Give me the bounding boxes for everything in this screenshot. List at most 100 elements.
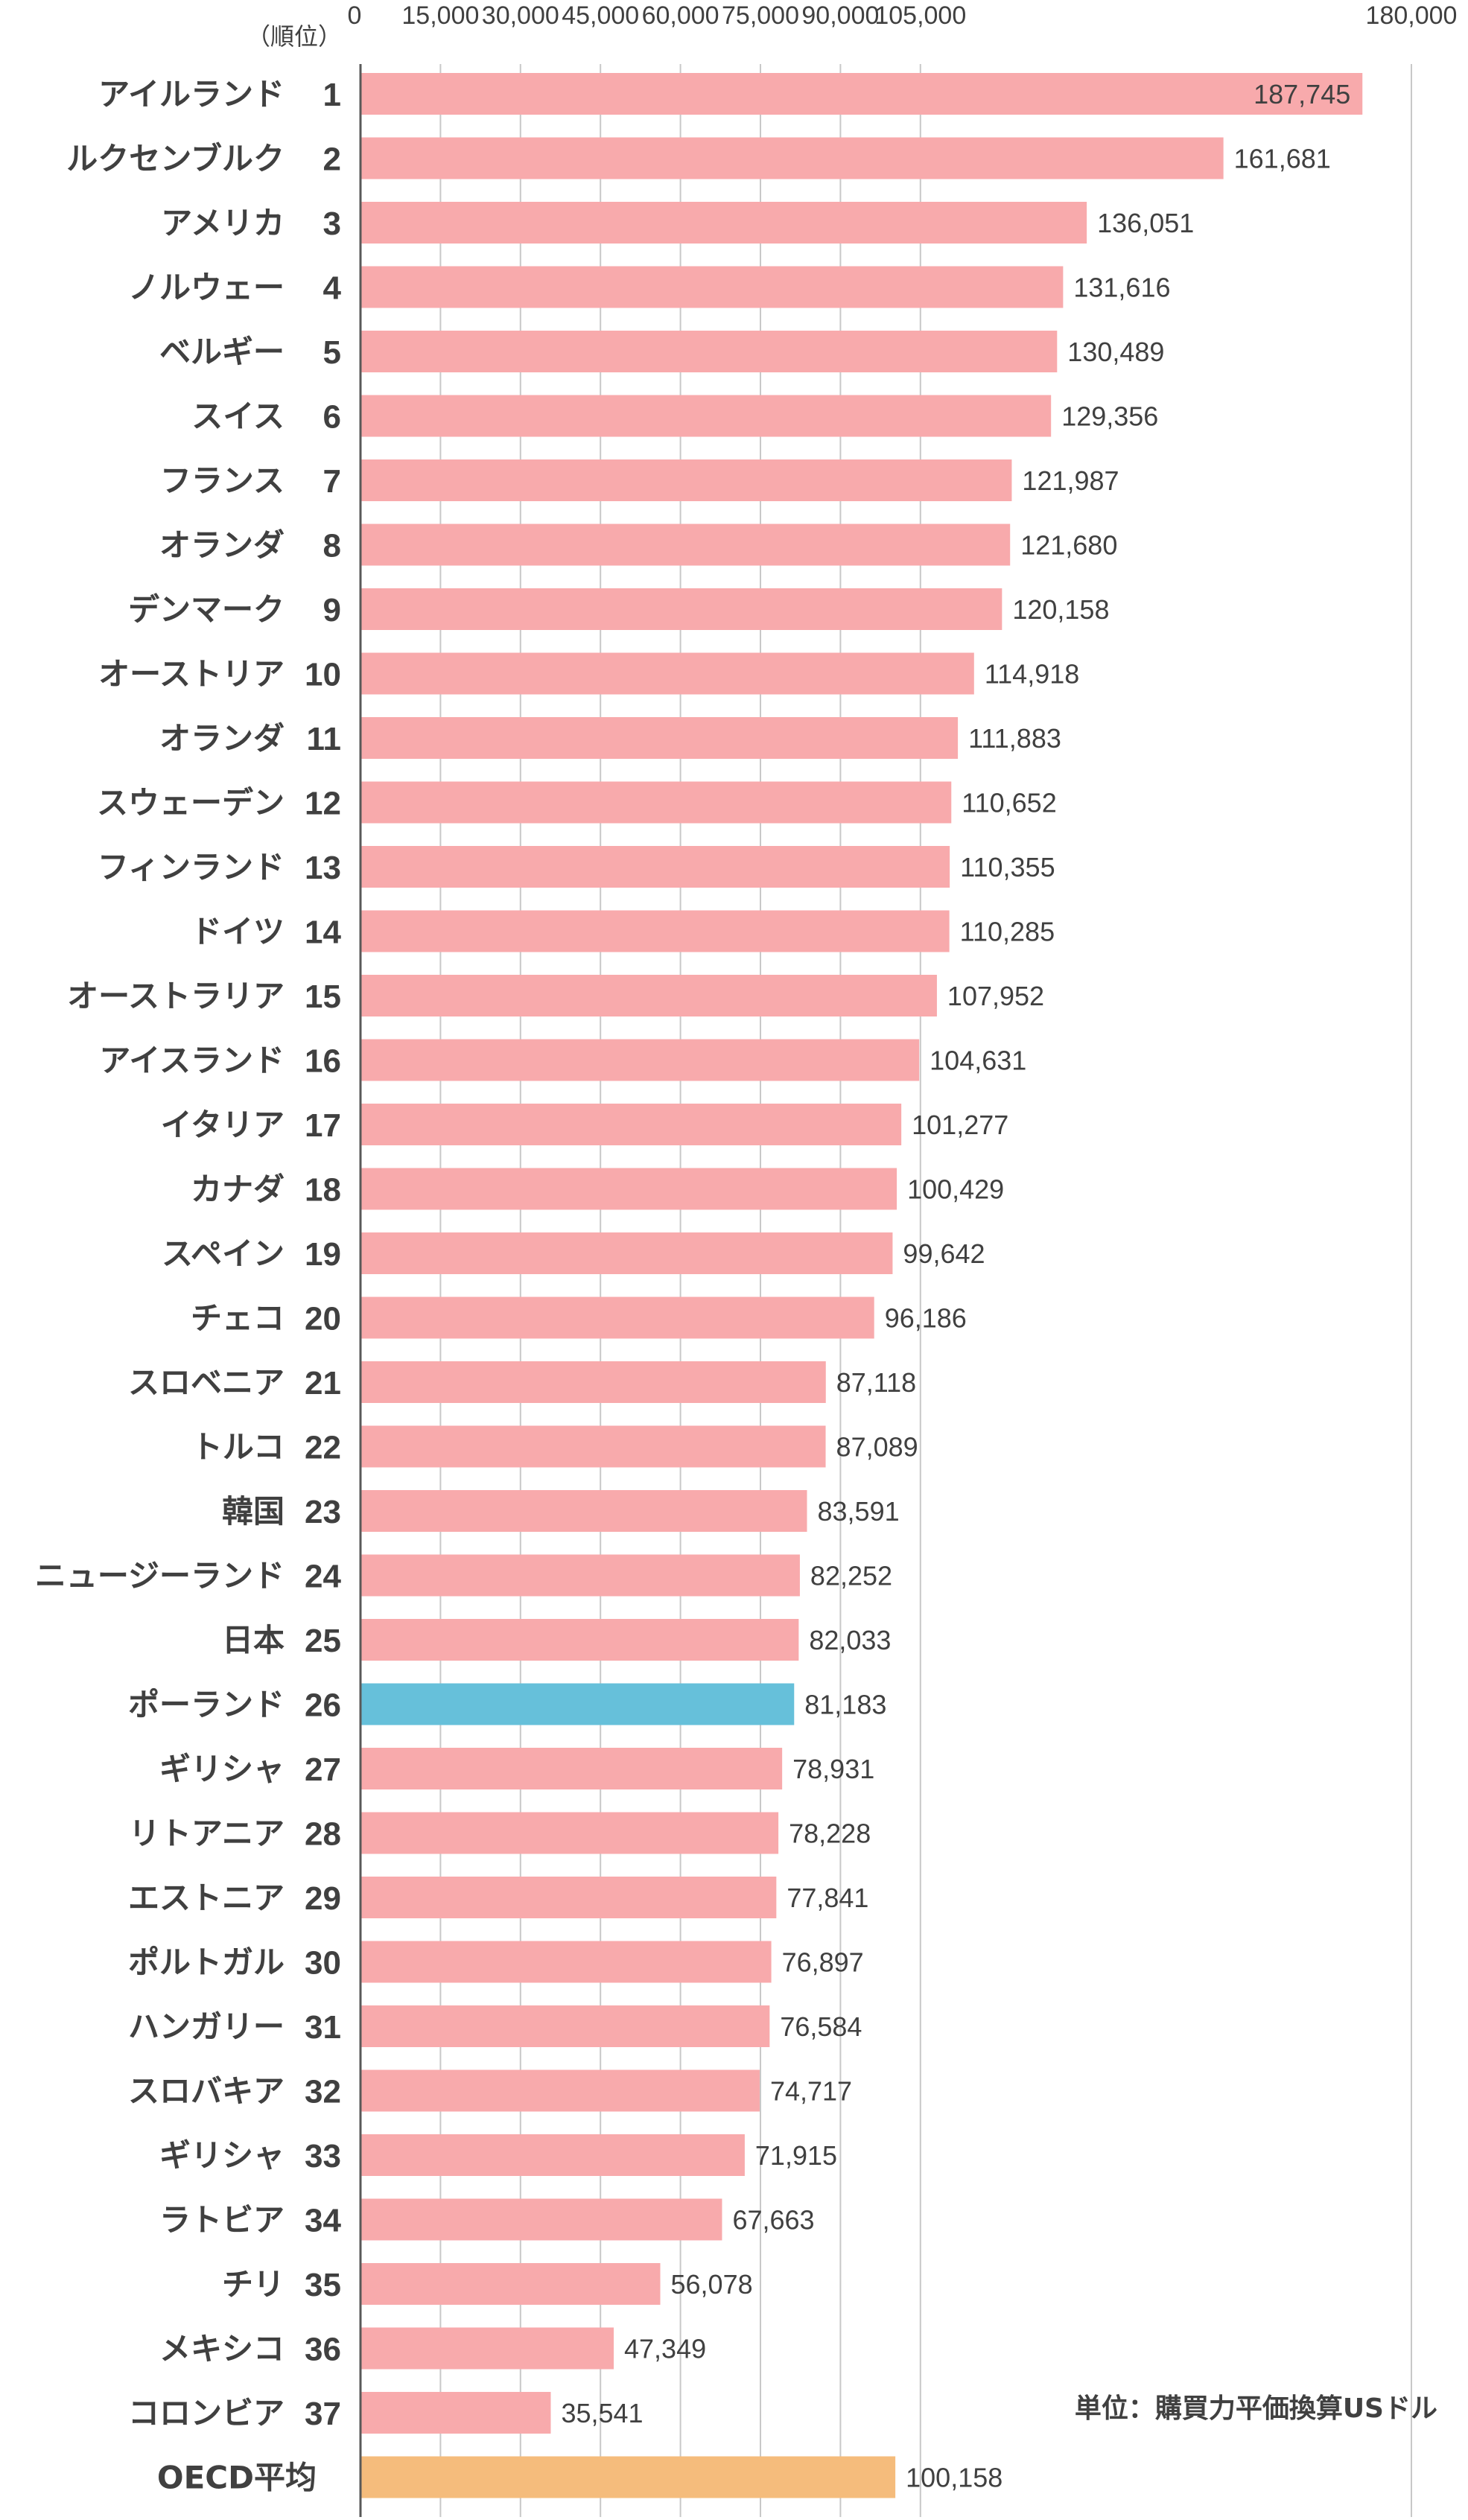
value-label: 111,883	[968, 723, 1061, 754]
value-label: 56,078	[671, 2269, 753, 2300]
category-label: スウェーデン	[97, 785, 285, 821]
value-label: 78,931	[792, 1754, 874, 1784]
bar	[361, 1748, 783, 1789]
category-label: スイス	[191, 398, 285, 435]
category-label: ポーランド	[128, 1687, 285, 1723]
bar	[361, 331, 1058, 372]
bar	[361, 2134, 745, 2176]
rank-label: 31	[305, 2009, 341, 2046]
bar	[361, 524, 1011, 566]
value-label: 100,429	[907, 1174, 1004, 1205]
x-tick-label: 75,000	[722, 1, 799, 30]
value-label: 83,591	[818, 1496, 900, 1527]
category-label: フィンランド	[98, 849, 285, 885]
bar	[361, 395, 1052, 437]
bar	[361, 1168, 897, 1210]
value-label: 99,642	[903, 1238, 985, 1269]
rank-label: 35	[305, 2267, 341, 2303]
bar	[361, 202, 1087, 244]
rank-label: 22	[305, 1430, 341, 1466]
value-label: 87,118	[836, 1367, 916, 1398]
x-tick-label: 60,000	[642, 1, 719, 30]
rank-label: 2	[323, 141, 341, 178]
rank-header: （順位）	[247, 22, 342, 51]
rank-label: 7	[323, 463, 341, 500]
category-label: 韓国	[222, 1493, 285, 1530]
bar	[361, 137, 1224, 179]
category-label: アイスランド	[99, 1043, 285, 1079]
rank-label: 19	[305, 1236, 341, 1273]
rank-label: 11	[306, 721, 341, 757]
unit-note: 単位：購買力平価換算USドル	[1075, 2393, 1437, 2424]
value-label: 110,285	[960, 917, 1055, 947]
category-label: ベルギー	[159, 334, 285, 370]
bar	[361, 1039, 920, 1081]
category-label: ハンガリー	[128, 2008, 285, 2045]
category-label: チェコ	[191, 1300, 285, 1337]
value-labels: 187,745 161,681 136,051 131,616 130,489 129,3…	[561, 79, 1350, 2493]
bar	[361, 2198, 722, 2241]
rank-label: 4	[323, 270, 342, 307]
rank-label: 26	[305, 1687, 341, 1724]
rank-label: 13	[305, 850, 341, 886]
value-label: 131,616	[1073, 273, 1170, 303]
category-label: ニュージーランド	[35, 1558, 285, 1594]
category-label: アイルランド	[98, 76, 285, 112]
category-label: リトアニア	[129, 1816, 285, 1852]
category-label: エストニア	[128, 1880, 285, 1916]
x-tick-label: 90,000	[801, 1, 879, 30]
value-label: 78,228	[789, 1819, 871, 1849]
bar	[361, 2327, 614, 2370]
x-tick-label: 0	[348, 1, 362, 30]
bar	[361, 1941, 772, 1983]
rank-label: 9	[323, 592, 341, 629]
bar	[361, 1619, 799, 1661]
value-label: 96,186	[885, 1303, 967, 1334]
category-label: アメリカ	[161, 205, 285, 241]
category-label: スロベニア	[128, 1364, 285, 1401]
bar	[361, 1683, 795, 1725]
rank-label: 36	[305, 2332, 341, 2368]
value-label: 120,158	[1012, 594, 1109, 625]
value-label: 67,663	[732, 2205, 814, 2236]
bar	[361, 1232, 893, 1274]
category-label: フランス	[160, 462, 285, 499]
bar	[361, 1104, 902, 1145]
rank-label: 21	[305, 1365, 341, 1401]
rank-label: 8	[323, 528, 341, 564]
bar	[361, 910, 950, 952]
category-label: オーストラリア	[67, 978, 285, 1014]
rank-label: 16	[305, 1043, 341, 1080]
value-label: 114,918	[985, 659, 1079, 690]
x-tick-label: 180,000	[1366, 1, 1458, 30]
bars	[361, 73, 1363, 2498]
value-label: 35,541	[561, 2398, 643, 2428]
rank-label: 1	[323, 77, 341, 113]
category-label: ドイツ	[191, 914, 285, 950]
category-label: オーストリア	[98, 656, 285, 693]
category-label: ギリシャ	[159, 2137, 285, 2174]
value-label: 77,841	[787, 1883, 868, 1913]
bar	[361, 266, 1064, 308]
value-label: 100,158	[906, 2463, 1003, 2493]
category-label: ポルトガル	[128, 1944, 285, 1981]
rank-label: 25	[305, 1623, 341, 1659]
rank-label: 32	[305, 2074, 341, 2110]
bar	[361, 73, 1363, 115]
category-label: イタリア	[161, 1107, 285, 1143]
value-label: 107,952	[947, 981, 1044, 1011]
category-label: カナダ	[191, 1171, 285, 1208]
category-labels: アイルランド 1 ルクセンブルク 2 アメリカ 3 ノルウェー 4 ベルギー 5 スイス 6 フランス 7…	[35, 76, 342, 2496]
rank-label: 27	[305, 1751, 341, 1788]
x-tick-label: 30,000	[482, 1, 559, 30]
bar	[361, 1296, 874, 1339]
bar	[361, 1490, 807, 1532]
bar	[361, 2392, 551, 2434]
rank-label: 6	[323, 399, 341, 436]
rank-label: 30	[305, 1945, 341, 1982]
category-label: オランダ	[159, 527, 285, 564]
bar	[361, 652, 974, 695]
bar	[361, 781, 952, 824]
value-label: 110,355	[960, 852, 1055, 882]
